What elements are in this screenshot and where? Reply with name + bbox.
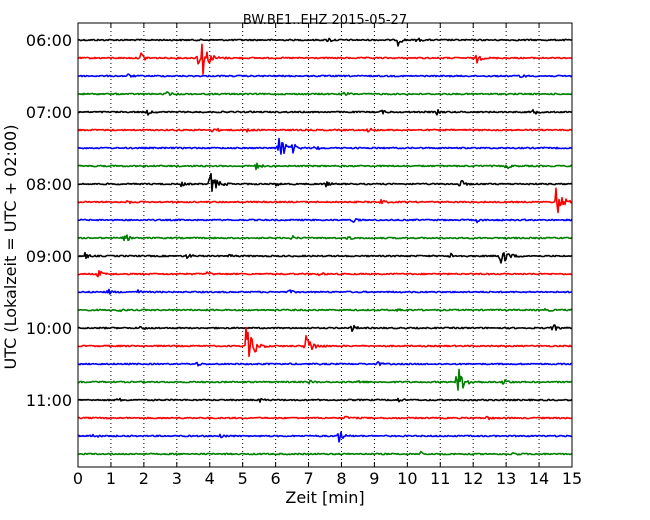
seismic-trace-0630 [78,73,573,78]
seismic-trace-0830 [77,218,573,224]
seismic-trace-0645 [77,91,573,97]
seismic-trace-0745 [77,162,573,171]
seismic-trace-1015 [77,326,573,358]
seismic-trace-1130 [77,431,573,443]
x-tick-label: 8 [336,469,346,488]
seismic-trace-1145 [77,450,573,456]
seismic-trace-0615 [77,43,573,75]
y-tick-label: 09:00 [26,247,72,266]
seismic-trace-1100 [77,397,573,403]
seismic-trace-0700 [77,109,573,116]
y-tick-label: 10:00 [26,319,72,338]
y-tick-label: 11:00 [26,391,72,410]
seismic-trace-0600 [77,37,573,47]
x-tick-label: 6 [271,469,281,488]
seismic-trace-0730 [77,137,572,155]
seismic-trace-1115 [77,415,573,421]
x-tick-label: 15 [562,469,582,488]
seismic-trace-0930 [77,288,573,295]
x-tick-label: 14 [529,469,549,488]
y-axis-label: UTC (Lokalzeit = UTC + 02:00) [1,125,20,370]
x-tick-label: 0 [73,469,83,488]
x-tick-label: 5 [238,469,248,488]
seismic-trace-0715 [77,127,573,133]
seismic-trace-0945 [77,307,573,313]
plot-frame [77,22,573,468]
x-tick-label: 2 [139,469,149,488]
seismic-trace-0845 [77,234,573,242]
y-ticks: 06:00 07:00 08:00 09:00 10:00 11:00 [26,31,572,410]
x-axis-label: Zeit [min] [285,488,364,507]
x-tick-label: 11 [430,469,450,488]
seismic-trace-0800 [77,172,573,192]
seismic-trace-1030 [77,361,573,367]
y-tick-label: 06:00 [26,31,72,50]
seismic-trace-0815 [77,187,573,214]
traces-layer [77,37,573,456]
x-tick-label: 13 [496,469,516,488]
seismic-trace-0900 [77,251,573,264]
seismic-trace-1000 [77,324,573,332]
x-tick-label: 3 [172,469,182,488]
x-tick-label: 12 [463,469,483,488]
chart-title: BW.BE1..EHZ 2015-05-27 [243,13,407,28]
x-ticks: 0 1 2 3 4 5 6 7 8 9 10 11 12 13 14 15 [73,23,582,488]
x-tick-label: 1 [106,469,116,488]
y-tick-label: 08:00 [26,175,72,194]
y-tick-label: 07:00 [26,103,72,122]
x-tick-label: 7 [303,469,313,488]
seismic-trace-0915 [77,270,573,278]
seismic-trace-1045 [77,368,573,391]
x-tick-label: 4 [205,469,215,488]
x-tick-label: 9 [369,469,379,488]
x-tick-label: 10 [397,469,417,488]
